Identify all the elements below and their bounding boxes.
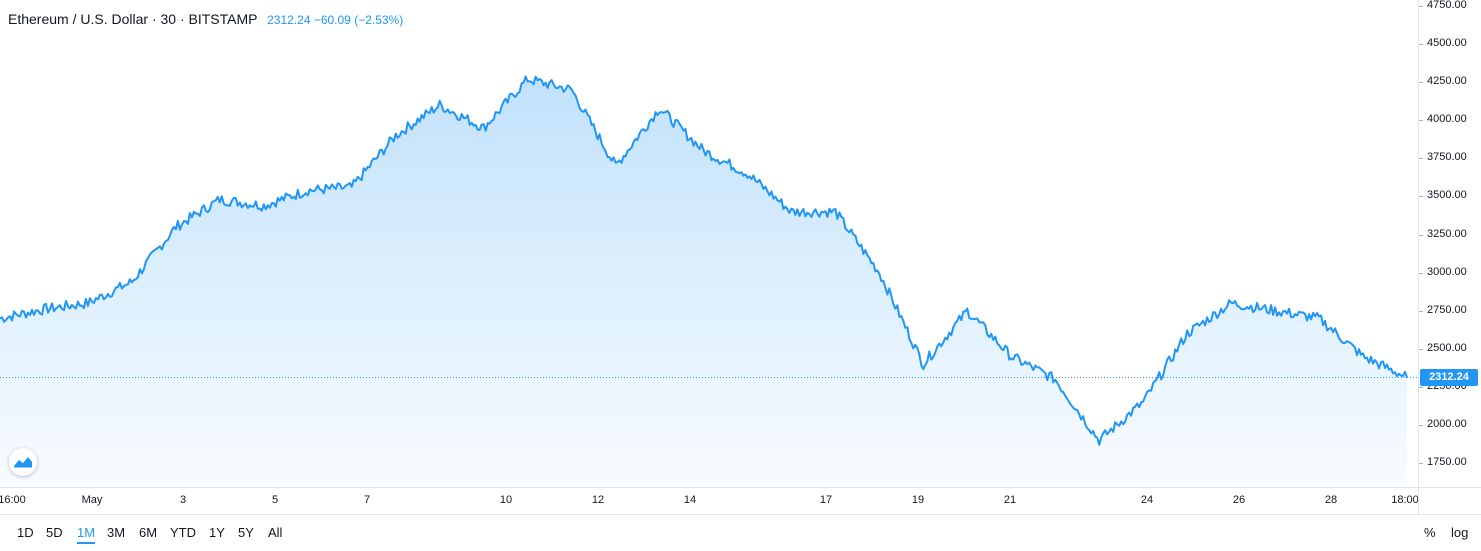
time-tick-label: 12 <box>591 494 605 506</box>
time-tick-label: 18:00 <box>1391 494 1419 506</box>
range-1d-button[interactable]: 1D <box>17 525 34 540</box>
range-5d-button[interactable]: 5D <box>46 525 63 540</box>
tradingview-logo-icon[interactable] <box>9 448 37 476</box>
price-tick-label: 4500.00 <box>1427 37 1467 50</box>
price-tick-mark <box>1419 234 1423 236</box>
price-tick-mark <box>1419 425 1423 427</box>
price-tick-label: 4250.00 <box>1427 75 1467 88</box>
price-area-fill <box>0 76 1407 487</box>
price-tick-mark <box>1419 196 1423 198</box>
price-tick-label: 3250.00 <box>1427 227 1467 240</box>
chart-area[interactable]: Ethereum / U.S. Dollar · 30 · BITSTAMP 2… <box>0 0 1418 487</box>
time-tick-label: 28 <box>1324 494 1338 506</box>
time-tick-label: 5 <box>271 494 279 506</box>
range-1m-button[interactable]: 1M <box>77 525 96 544</box>
time-tick-label: 14 <box>683 494 697 506</box>
axis-corner <box>1418 487 1481 514</box>
price-tick-label: 2000.00 <box>1427 418 1467 431</box>
price-tick-mark <box>1419 158 1423 160</box>
price-chart[interactable] <box>0 0 1418 487</box>
range-ytd-button[interactable]: YTD <box>170 525 196 540</box>
price-tick-label: 2500.00 <box>1427 341 1467 354</box>
bottom-toolbar: 1D 5D 1M 3M 6M YTD 1Y 5Y All % log <box>0 514 1481 551</box>
price-tick-mark <box>1419 44 1423 46</box>
time-tick-label: May <box>81 494 103 506</box>
price-tick-label: 1750.00 <box>1427 456 1467 469</box>
time-tick-label: 19 <box>911 494 925 506</box>
time-tick-label: 7 <box>363 494 371 506</box>
price-tick-label: 4000.00 <box>1427 113 1467 126</box>
symbol-title: Ethereum / U.S. Dollar · 30 · BITSTAMP <box>8 11 258 27</box>
log-scale-toggle[interactable]: log <box>1451 525 1469 540</box>
range-all-button[interactable]: All <box>268 525 283 540</box>
price-tick-mark <box>1419 272 1423 274</box>
time-tick-label: 3 <box>179 494 187 506</box>
price-tick-label: 3000.00 <box>1427 265 1467 278</box>
chart-legend: Ethereum / U.S. Dollar · 30 · BITSTAMP 2… <box>8 11 403 27</box>
range-5y-button[interactable]: 5Y <box>238 525 254 540</box>
price-tick-mark <box>1419 463 1423 465</box>
price-tick-mark <box>1419 310 1423 312</box>
time-tick-label: 16:00 <box>0 494 26 506</box>
price-tick-mark <box>1419 82 1423 84</box>
range-6m-button[interactable]: 6M <box>139 525 158 540</box>
range-1y-button[interactable]: 1Y <box>209 525 225 540</box>
percent-scale-toggle[interactable]: % <box>1424 525 1436 540</box>
price-line <box>0 75 1408 446</box>
time-tick-label: 21 <box>1003 494 1017 506</box>
price-tick-mark <box>1419 6 1423 7</box>
range-3m-button[interactable]: 3M <box>107 525 126 540</box>
price-tick-label: 4750.00 <box>1427 0 1467 11</box>
price-change-values: 2312.24 −60.09 (−2.53%) <box>267 13 404 27</box>
time-tick-label: 17 <box>819 494 833 506</box>
price-axis[interactable]: 4750.00 4500.00 4250.00 4000.00 3750.00 3500.… <box>1418 0 1481 487</box>
price-tick-label: 3750.00 <box>1427 151 1467 164</box>
time-tick-label: 24 <box>1140 494 1154 506</box>
price-tick-mark <box>1419 120 1423 122</box>
price-tick-label: 2750.00 <box>1427 303 1467 316</box>
price-tick-mark <box>1419 348 1423 350</box>
price-tick-mark <box>1419 386 1423 388</box>
time-tick-label: 26 <box>1232 494 1246 506</box>
time-tick-label: 10 <box>499 494 513 506</box>
time-axis[interactable]: 16:00 May 3 5 7 10 12 14 17 19 21 24 26 28 18:00 <box>0 487 1419 514</box>
price-tick-label: 3500.00 <box>1427 189 1467 202</box>
last-price-tag: 2312.24 <box>1420 369 1478 387</box>
